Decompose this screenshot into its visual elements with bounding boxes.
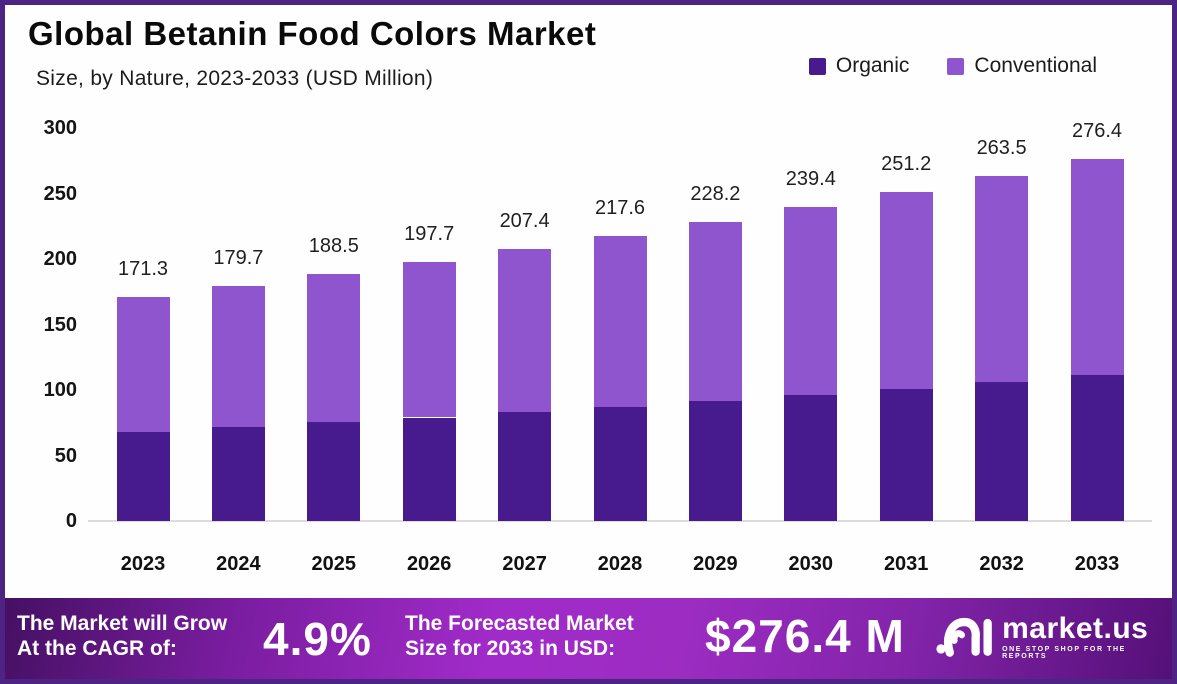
bar-total-label: 239.4	[785, 168, 836, 191]
bar-segment-organic-2028	[593, 406, 647, 521]
bar-segment-organic-2027	[498, 412, 552, 521]
x-axis-tick-label: 2023	[120, 553, 166, 575]
bar-segment-organic-2025	[307, 422, 361, 521]
legend-item-conventional: Conventional	[947, 54, 1097, 78]
bar-segment-organic-2026	[402, 417, 456, 521]
bar-total-label: 276.4	[1071, 119, 1123, 142]
stacked-bar-chart: 0 50 100 150 200 250 300 171.3 2023 179.7 2024 188.…	[5, 5, 1172, 679]
x-axis-tick-label: 2025	[311, 553, 357, 575]
x-axis-tick-label: 2032	[979, 553, 1024, 575]
conventional-swatch-icon	[947, 57, 965, 75]
bar-total-label: 179.7	[213, 246, 264, 269]
cagr-value: 4.9%	[263, 613, 372, 665]
bar-segment-conventional-2025	[307, 274, 361, 423]
x-axis-tick-label: 2028	[597, 553, 643, 575]
bar-segment-organic-2024	[211, 427, 265, 521]
bar-total-label: 228.2	[690, 183, 741, 206]
y-axis-tick-label: 300	[43, 117, 77, 139]
cagr-label-line1: The Market will Grow	[17, 612, 228, 635]
bar-segment-organic-2033	[1070, 374, 1124, 521]
bar-segment-conventional-2027	[498, 249, 552, 413]
bar-total-label: 217.6	[594, 196, 646, 219]
x-axis-tick-label: 2030	[788, 553, 834, 575]
logo-tagline: ONE STOP SHOP FOR THE REPORTS	[1002, 645, 1126, 660]
bar-segment-organic-2032	[975, 381, 1029, 521]
y-axis-tick-label: 50	[54, 444, 77, 467]
bar-segment-conventional-2028	[593, 235, 647, 407]
cagr-label: The Market will Grow At the CAGR of:	[17, 611, 227, 661]
forecast-label-line2: Size for 2033 in USD:	[405, 637, 616, 660]
legend-label: Conventional	[974, 54, 1097, 77]
x-axis-tick-label: 2024	[216, 553, 261, 575]
bar-total-label: 263.5	[976, 136, 1027, 159]
y-axis-tick-label: 150	[43, 313, 77, 336]
bar-segment-conventional-2029	[688, 222, 742, 401]
cagr-banner: The Market will Grow At the CAGR of: 4.9…	[5, 598, 1172, 679]
x-axis-line	[88, 520, 1152, 522]
x-axis-tick-label: 2026	[406, 553, 452, 575]
y-axis-tick-label: 0	[65, 510, 77, 532]
bar-segment-conventional-2031	[879, 191, 933, 389]
y-axis-tick-label: 100	[43, 379, 77, 401]
chart-subtitle: Size, by Nature, 2023-2033 (USD Million)	[36, 67, 434, 90]
cagr-label-line2: At the CAGR of:	[17, 637, 177, 660]
bar-segment-conventional-2032	[975, 175, 1029, 382]
forecast-label-line1: The Forecasted Market	[405, 612, 634, 635]
bar-segment-organic-2029	[688, 401, 742, 521]
bar-segment-conventional-2030	[784, 207, 838, 395]
market-us-logo: market.us ONE STOP SHOP FOR THE REPORTS	[935, 611, 1172, 661]
bar-total-label: 251.2	[881, 152, 932, 175]
bar-segment-conventional-2024	[211, 285, 265, 428]
y-axis-tick-label: 250	[43, 182, 77, 205]
y-axis-tick-label: 200	[43, 248, 77, 270]
bar-segment-conventional-2023	[116, 296, 170, 432]
page-title: Global Betanin Food Colors Market	[28, 15, 597, 52]
x-axis-tick-label: 2031	[883, 553, 929, 575]
bar-segment-organic-2031	[879, 388, 933, 521]
x-axis-tick-label: 2033	[1074, 553, 1120, 575]
market-us-logo-icon	[936, 617, 992, 657]
legend-item-organic: Organic	[808, 54, 910, 78]
organic-swatch-icon	[808, 57, 826, 75]
logo-text-block: market.us ONE STOP SHOP FOR THE REPORTS	[1002, 611, 1172, 660]
bar-segment-conventional-2026	[402, 262, 456, 418]
forecast-label: The Forecasted Market Size for 2033 in U…	[405, 611, 634, 661]
bar-segment-conventional-2033	[1070, 158, 1124, 375]
x-axis-tick-label: 2029	[693, 553, 738, 575]
legend: Organic Conventional	[808, 54, 1097, 78]
logo-name: market.us	[1002, 611, 1149, 645]
bar-segment-organic-2023	[116, 431, 170, 521]
bar-total-label: 188.5	[308, 235, 359, 258]
bar-total-label: 197.7	[404, 223, 455, 245]
x-axis-tick-label: 2027	[502, 553, 547, 575]
bar-total-label: 171.3	[117, 257, 169, 280]
bar-segment-organic-2030	[784, 394, 838, 521]
bar-total-label: 207.4	[499, 210, 550, 233]
legend-label: Organic	[835, 54, 910, 77]
forecast-value: $276.4 M	[705, 610, 905, 662]
